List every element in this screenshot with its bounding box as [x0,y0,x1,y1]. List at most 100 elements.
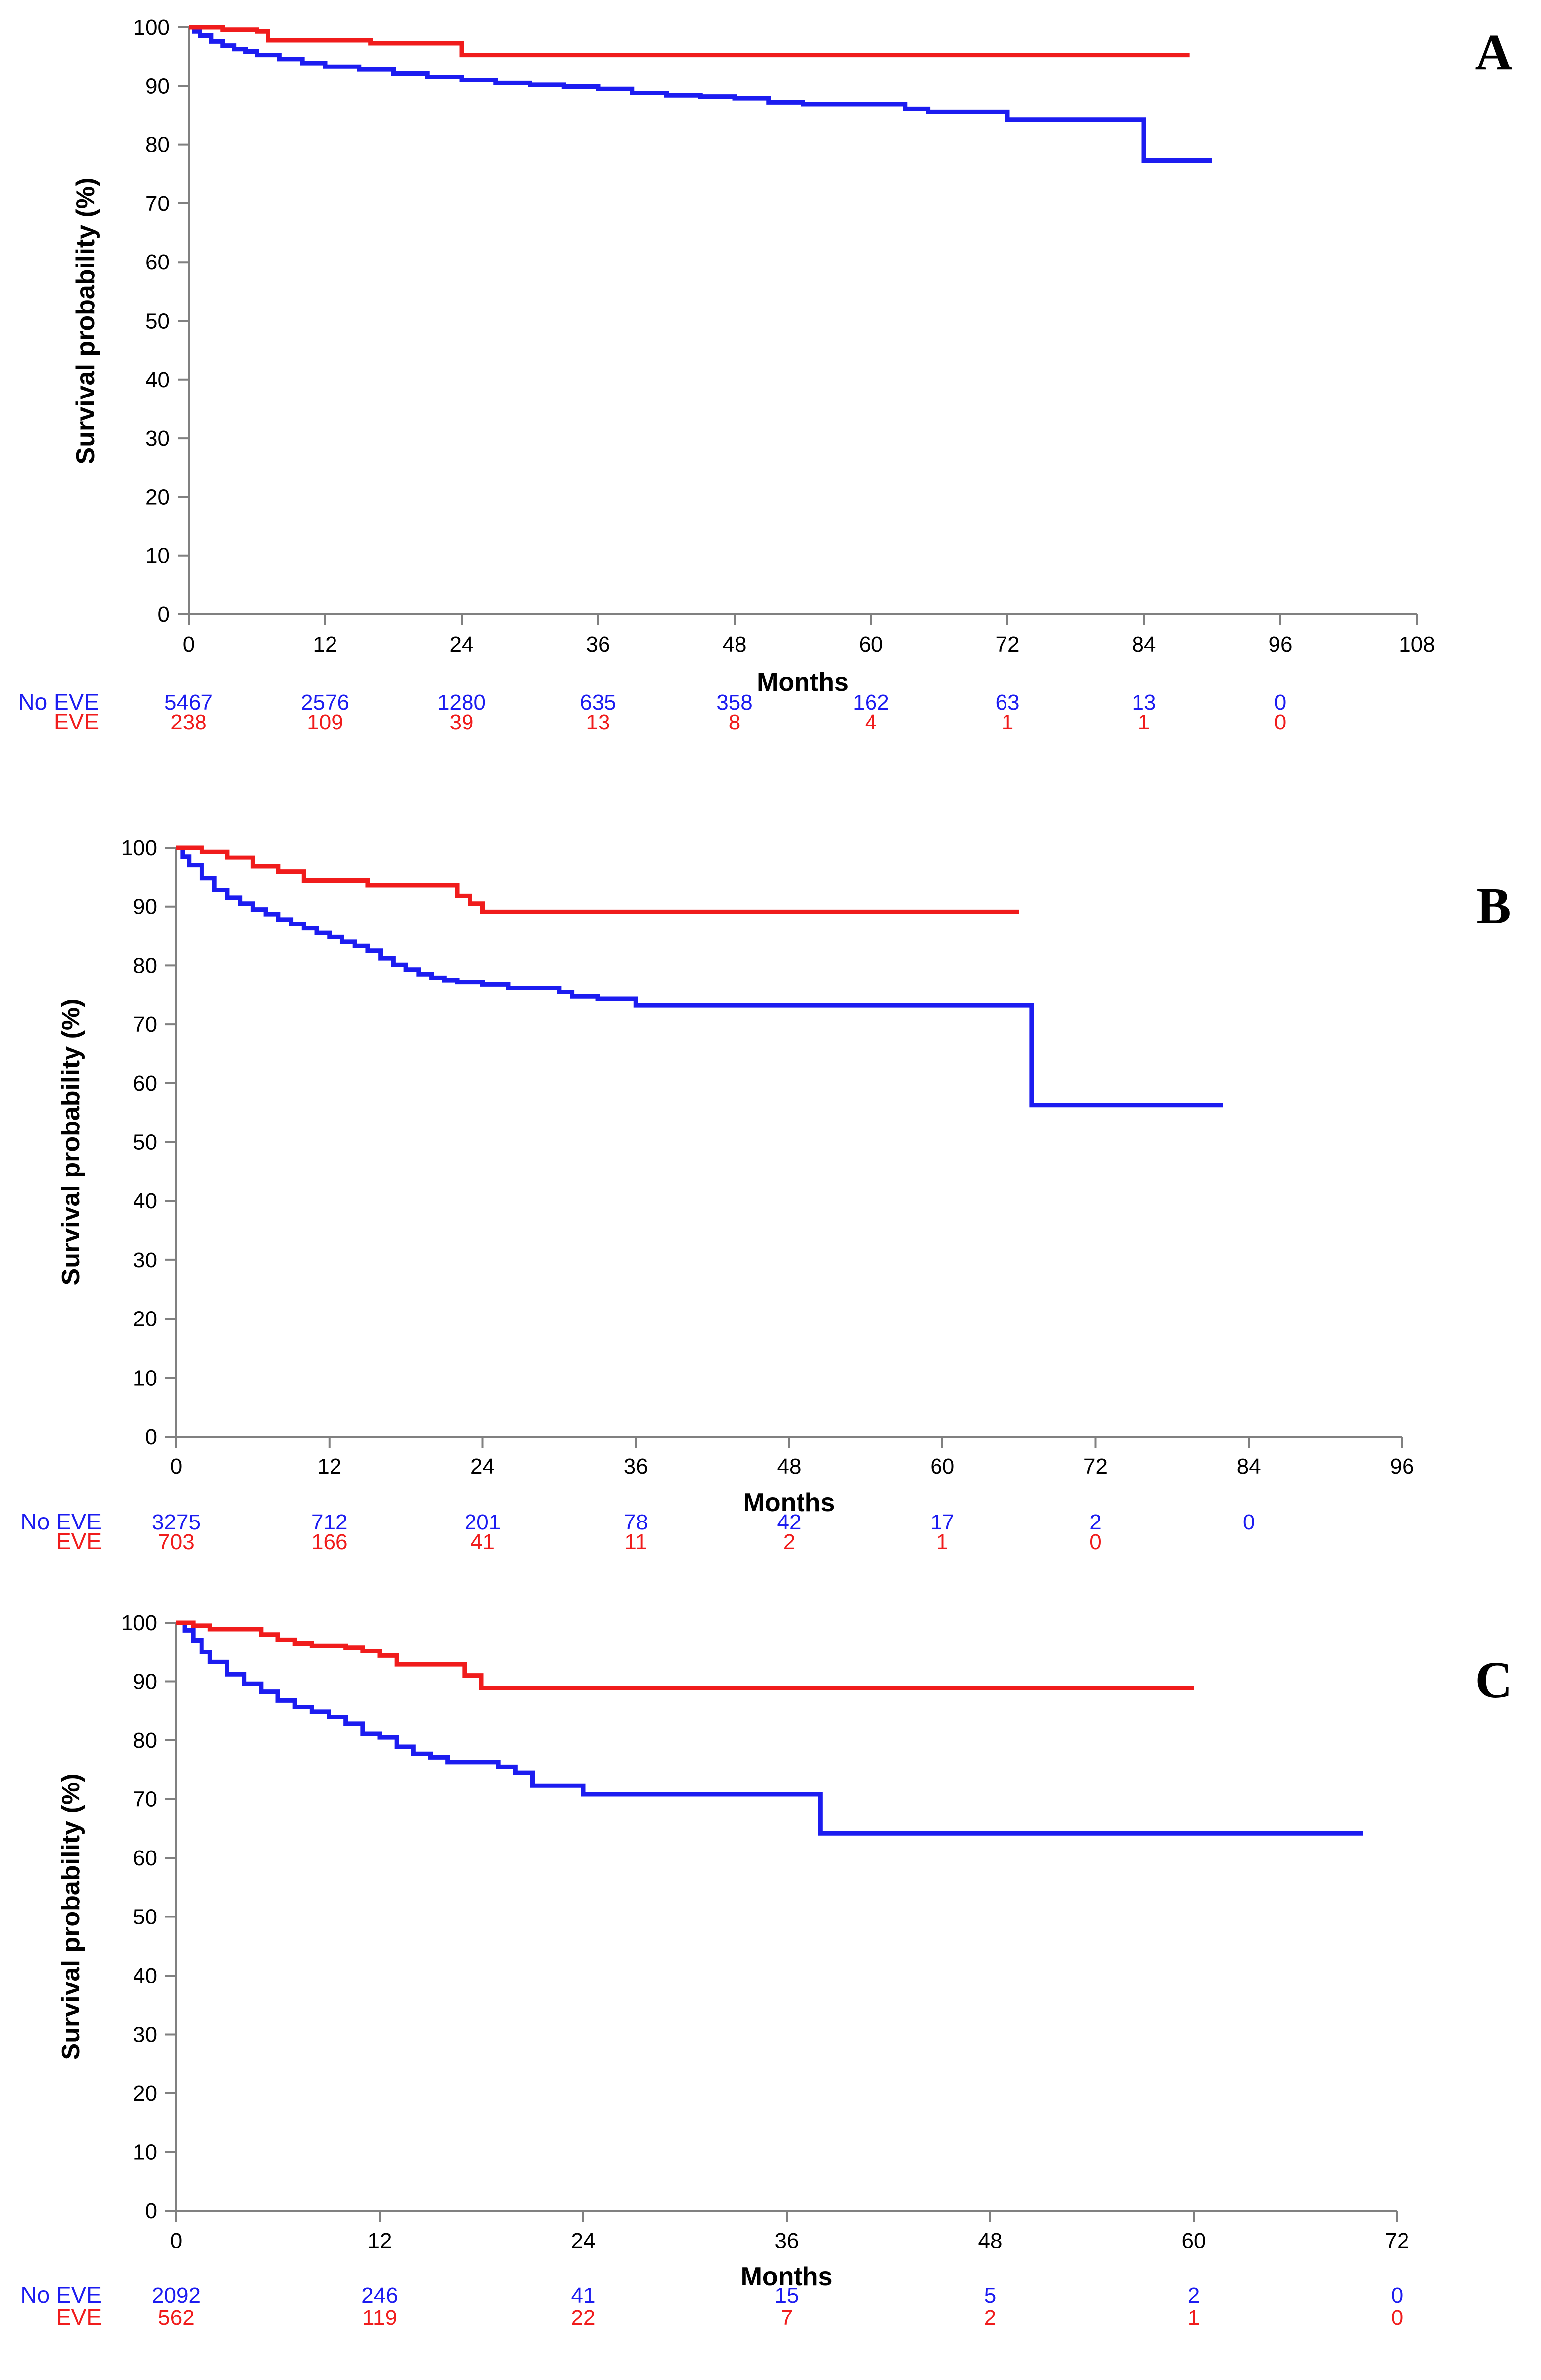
survival-curve-no-eve [176,1620,1363,1836]
risk-count-eve: 703 [158,1530,194,1554]
risk-count-eve: 41 [470,1530,495,1554]
risk-count-no-eve: 246 [361,2283,398,2308]
x-tick-label: 24 [571,2229,596,2253]
x-tick-label: 12 [368,2229,392,2253]
risk-count-eve: 8 [729,710,740,734]
panel-label-b: B [1476,877,1511,934]
x-tick-label: 0 [170,1454,182,1479]
x-tick-label: 36 [586,632,610,657]
x-tick-label: 48 [978,2229,1003,2253]
risk-count-no-eve: 2576 [301,690,349,715]
risk-count-eve: 0 [1274,710,1286,734]
y-tick-label: 40 [133,1189,157,1213]
risk-count-eve: 7 [781,2306,793,2330]
risk-count-eve: 0 [1089,1530,1101,1554]
risk-count-eve: 562 [158,2306,194,2330]
y-tick-label: 100 [134,15,170,40]
risk-count-no-eve: 0 [1243,1510,1255,1534]
y-tick-label: 100 [121,836,157,860]
risk-count-no-eve: 0 [1274,690,1286,715]
risk-count-eve: 166 [311,1530,347,1554]
x-tick-label: 108 [1399,632,1435,657]
risk-count-eve: 22 [571,2306,596,2330]
x-tick-label: 36 [775,2229,799,2253]
y-tick-label: 30 [133,2023,157,2047]
y-tick-label: 30 [133,1248,157,1272]
risk-count-no-eve: 5 [984,2283,996,2308]
x-tick-label: 72 [996,632,1020,657]
x-tick-label: 72 [1385,2229,1409,2253]
y-tick-label: 10 [133,2140,157,2165]
risk-count-no-eve: 15 [775,2283,799,2308]
risk-count-no-eve: 201 [465,1510,501,1534]
risk-count-eve: 1 [1002,710,1013,734]
risk-count-eve: 4 [865,710,877,734]
x-tick-label: 36 [624,1454,648,1479]
y-tick-label: 0 [145,1425,157,1449]
y-tick-label: 80 [133,1728,157,1753]
x-tick-label: 72 [1083,1454,1108,1479]
x-axis-title: Months [743,1488,835,1517]
risk-count-no-eve: 3275 [152,1510,201,1534]
y-tick-label: 0 [158,602,170,627]
y-tick-label: 100 [121,1611,157,1635]
y-tick-label: 50 [133,1130,157,1155]
risk-count-no-eve: 41 [571,2283,596,2308]
x-tick-label: 24 [470,1454,495,1479]
risk-count-eve: 2 [783,1530,795,1554]
risk-count-no-eve: 2 [1188,2283,1200,2308]
y-tick-label: 80 [145,133,170,157]
risk-label-no-eve: No EVE [20,2282,102,2308]
risk-count-no-eve: 5467 [164,690,213,715]
risk-count-no-eve: 13 [1132,690,1156,715]
y-tick-label: 90 [133,1670,157,1694]
y-tick-label: 40 [145,368,170,392]
risk-count-no-eve: 78 [624,1510,648,1534]
y-tick-label: 20 [133,1307,157,1331]
x-tick-label: 84 [1237,1454,1261,1479]
x-tick-label: 0 [183,632,195,657]
risk-count-no-eve: 2 [1089,1510,1101,1534]
y-tick-label: 90 [133,895,157,919]
risk-count-eve: 109 [307,710,343,734]
panel-label-a: A [1475,24,1512,81]
risk-count-no-eve: 712 [311,1510,347,1534]
x-axis-title: Months [741,2262,833,2291]
x-tick-label: 60 [1182,2229,1206,2253]
y-tick-label: 60 [133,1071,157,1096]
y-axis-title: Survival probability (%) [71,178,100,464]
risk-label-no-eve: No EVE [20,1509,102,1534]
risk-count-eve: 0 [1391,2306,1403,2330]
y-tick-label: 10 [133,1366,157,1390]
x-tick-label: 12 [313,632,337,657]
y-tick-label: 20 [133,2081,157,2106]
risk-label-eve: EVE [56,1528,102,1554]
y-axis-title: Survival probability (%) [57,1774,85,2060]
y-tick-label: 80 [133,953,157,978]
risk-count-eve: 119 [362,2306,397,2330]
x-tick-label: 84 [1132,632,1156,657]
survival-curve-no-eve [189,25,1212,163]
x-tick-label: 96 [1390,1454,1414,1479]
y-tick-label: 60 [133,1846,157,1870]
survival-curve-eve [176,845,1019,914]
x-tick-label: 96 [1269,632,1293,657]
risk-count-no-eve: 17 [930,1510,954,1534]
y-tick-label: 50 [145,309,170,333]
x-tick-label: 60 [930,1454,954,1479]
y-tick-label: 50 [133,1905,157,1929]
risk-count-eve: 39 [450,710,474,734]
risk-count-eve: 13 [586,710,610,734]
risk-count-no-eve: 1280 [437,690,486,715]
x-tick-label: 24 [450,632,474,657]
y-tick-label: 70 [133,1787,157,1812]
risk-count-no-eve: 162 [853,690,889,715]
y-tick-label: 20 [145,485,170,509]
risk-count-no-eve: 635 [580,690,616,715]
risk-count-eve: 1 [1138,710,1150,734]
risk-count-no-eve: 42 [777,1510,802,1534]
survival-curve-eve [176,1620,1194,1691]
x-tick-label: 48 [777,1454,802,1479]
